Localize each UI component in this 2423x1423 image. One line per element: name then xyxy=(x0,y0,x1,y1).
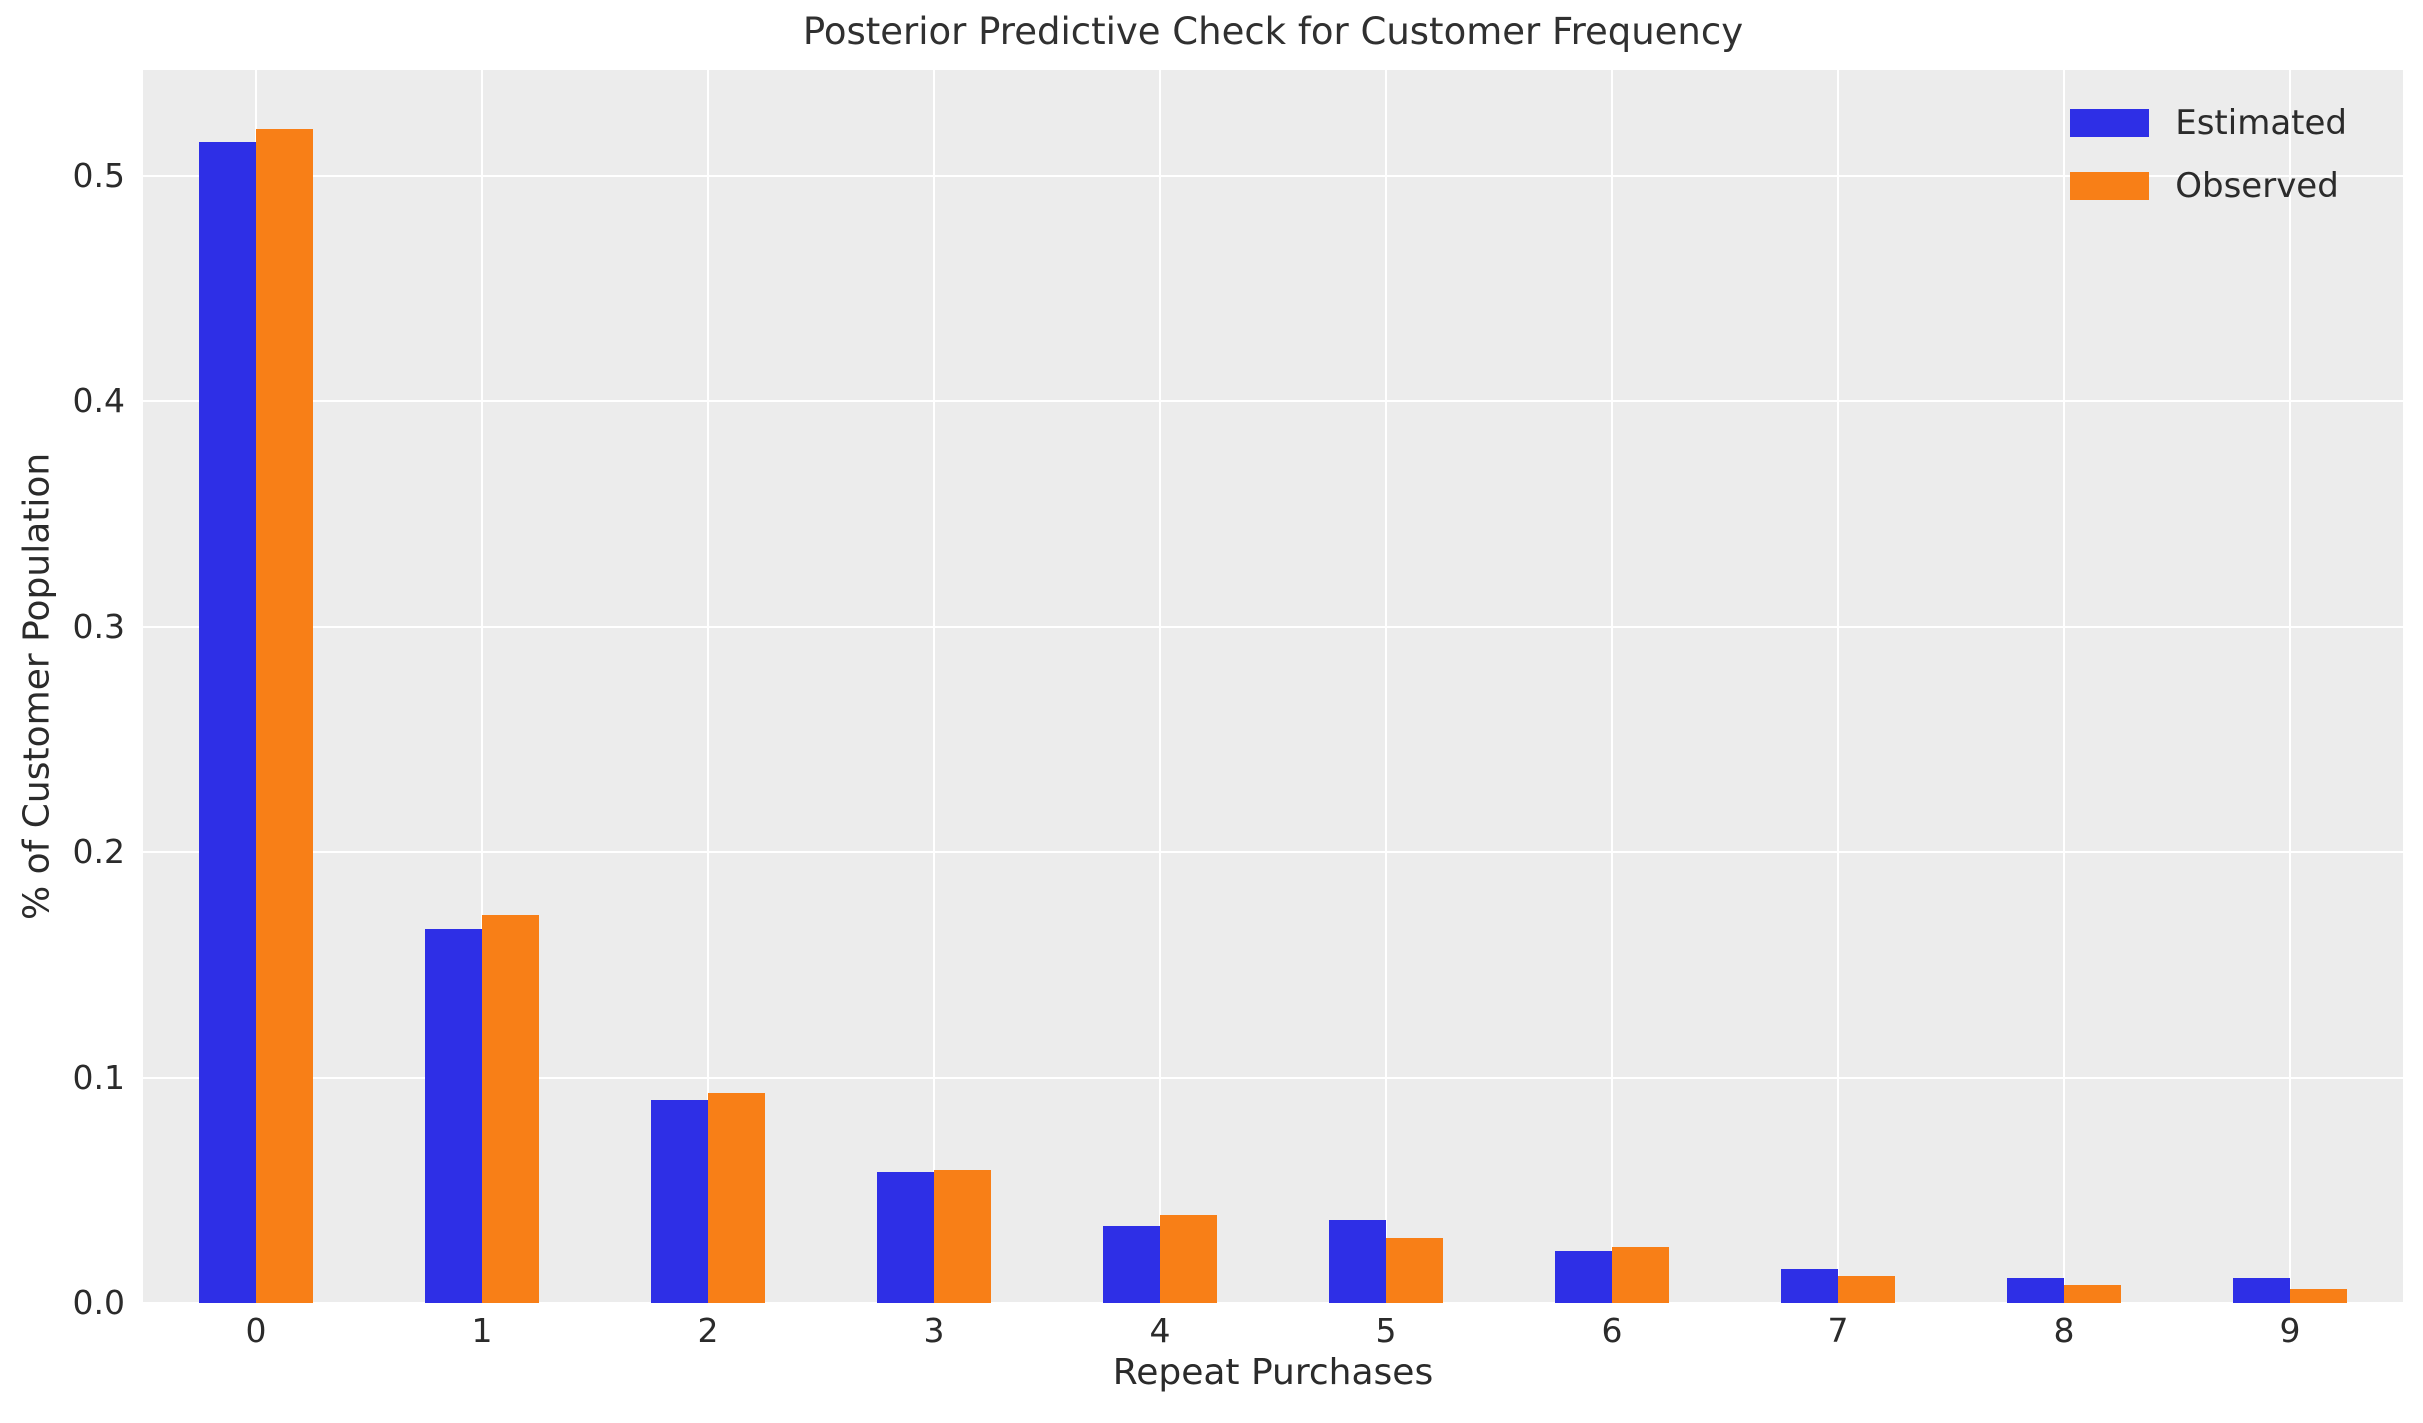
gridline-horizontal xyxy=(143,1302,2403,1304)
bar-estimated-2 xyxy=(651,1100,708,1303)
y-tick-label: 0.5 xyxy=(72,155,125,195)
y-tick-label: 0.4 xyxy=(72,381,125,421)
y-tick-label: 0.1 xyxy=(72,1057,125,1097)
x-tick-label: 5 xyxy=(1375,1311,1397,1350)
x-tick-label: 1 xyxy=(471,1311,493,1350)
y-tick-label: 0.3 xyxy=(72,606,125,646)
x-tick-label: 4 xyxy=(1149,1311,1171,1350)
legend-row: Estimated xyxy=(2070,106,2347,140)
legend-label-estimated: Estimated xyxy=(2175,103,2347,143)
x-axis-label: Repeat Purchases xyxy=(1112,1352,1434,1393)
bar-estimated-4 xyxy=(1103,1226,1160,1303)
gridline-vertical xyxy=(1611,70,1613,1303)
bar-estimated-0 xyxy=(199,142,256,1303)
bar-estimated-1 xyxy=(425,929,482,1303)
x-tick-label: 0 xyxy=(245,1311,267,1350)
bar-estimated-5 xyxy=(1329,1220,1386,1303)
chart-title: Posterior Predictive Check for Customer … xyxy=(802,10,1744,53)
legend-label-observed: Observed xyxy=(2175,166,2339,206)
gridline-vertical xyxy=(1159,70,1161,1303)
bar-observed-7 xyxy=(1838,1276,1895,1303)
gridline-horizontal xyxy=(143,625,2403,628)
legend-swatch-estimated xyxy=(2070,109,2150,137)
gridline-vertical xyxy=(707,70,709,1303)
gridline-vertical xyxy=(933,70,935,1303)
gridline-horizontal xyxy=(143,400,2403,403)
gridline-vertical xyxy=(2289,70,2291,1303)
bar-estimated-3 xyxy=(877,1172,934,1303)
bar-observed-8 xyxy=(2064,1285,2121,1303)
x-tick-label: 2 xyxy=(697,1311,719,1350)
bar-observed-0 xyxy=(256,129,313,1303)
bar-observed-1 xyxy=(482,915,539,1303)
gridline-horizontal xyxy=(143,174,2403,177)
plot-area: Estimated Observed xyxy=(143,70,2403,1304)
bar-estimated-7 xyxy=(1781,1269,1838,1303)
legend-row: Observed xyxy=(2070,169,2347,203)
gridline-horizontal xyxy=(143,851,2403,854)
gridline-vertical xyxy=(1385,70,1387,1303)
gridline-horizontal xyxy=(143,1076,2403,1079)
bar-estimated-6 xyxy=(1555,1251,1612,1303)
y-axis-label: % of Customer Population xyxy=(16,452,58,921)
gridline-vertical xyxy=(481,70,483,1303)
legend: Estimated Observed xyxy=(2070,106,2347,203)
x-tick-label: 6 xyxy=(1601,1311,1623,1350)
bar-observed-9 xyxy=(2290,1289,2347,1303)
x-tick-label: 9 xyxy=(2279,1311,2301,1350)
gridline-vertical xyxy=(2063,70,2065,1303)
bar-observed-5 xyxy=(1386,1238,1443,1303)
bar-observed-6 xyxy=(1612,1247,1669,1303)
legend-swatch-observed xyxy=(2070,172,2150,200)
x-tick-label: 3 xyxy=(923,1311,945,1350)
bar-observed-2 xyxy=(708,1093,765,1303)
bar-estimated-8 xyxy=(2007,1278,2064,1303)
y-tick-label: 0.0 xyxy=(72,1283,125,1322)
gridline-vertical xyxy=(1837,70,1839,1303)
x-tick-label: 8 xyxy=(2053,1311,2075,1350)
y-tick-label: 0.2 xyxy=(72,832,125,872)
bar-observed-3 xyxy=(934,1170,991,1303)
x-tick-label: 7 xyxy=(1827,1311,1849,1350)
bar-estimated-9 xyxy=(2233,1278,2290,1303)
bar-observed-4 xyxy=(1160,1215,1217,1303)
